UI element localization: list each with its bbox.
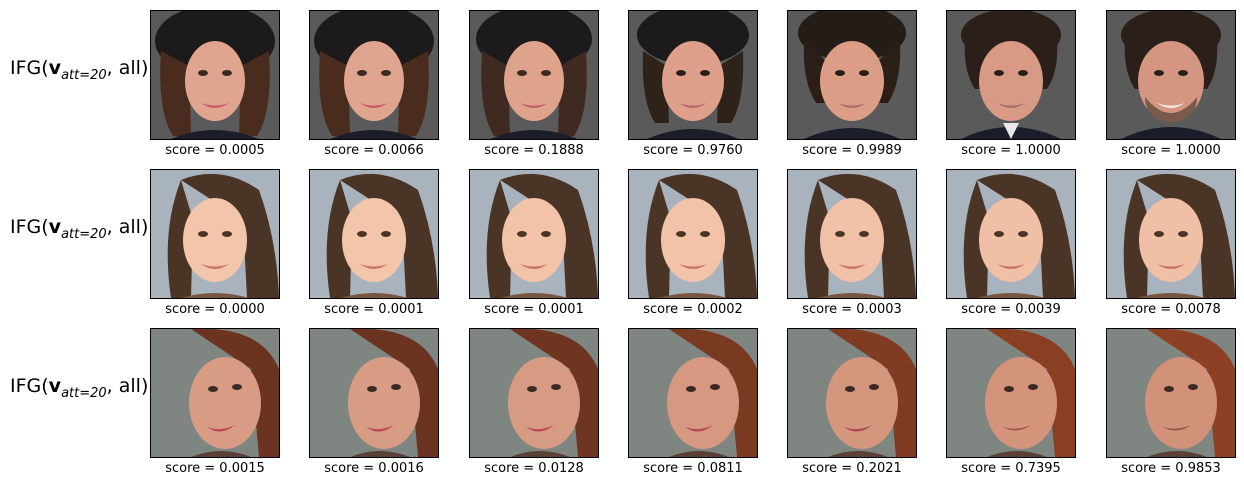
image-row-1: IFG(vatt=20, all) score = 0.0005 score =… xyxy=(0,10,1244,160)
image-cell: score = 0.0016 xyxy=(309,328,439,478)
face-image xyxy=(309,169,439,299)
face-image xyxy=(628,169,758,299)
image-cell: score = 0.0000 xyxy=(150,169,280,319)
score-label: score = 0.0003 xyxy=(802,302,902,317)
face-image xyxy=(150,328,280,458)
face-image xyxy=(1106,328,1236,458)
face-image xyxy=(469,169,599,299)
face-image xyxy=(1106,169,1236,299)
face-image xyxy=(946,328,1076,458)
image-cell: score = 0.0001 xyxy=(309,169,439,319)
image-cell: score = 0.0005 xyxy=(150,10,280,160)
image-cell: score = 0.0128 xyxy=(469,328,599,478)
score-label: score = 0.0039 xyxy=(961,302,1061,317)
image-cell: score = 0.0066 xyxy=(309,10,439,160)
face-image xyxy=(469,328,599,458)
image-cell: score = 0.0811 xyxy=(628,328,758,478)
score-label: score = 0.0016 xyxy=(324,461,424,476)
face-image xyxy=(946,10,1076,140)
score-label: score = 0.9853 xyxy=(1121,461,1221,476)
face-image xyxy=(628,10,758,140)
score-label: score = 0.0002 xyxy=(643,302,743,317)
face-image xyxy=(309,10,439,140)
face-image xyxy=(309,328,439,458)
score-label: score = 0.0000 xyxy=(165,302,265,317)
face-image xyxy=(1106,10,1236,140)
image-cell: score = 0.2021 xyxy=(787,328,917,478)
score-label: score = 0.0811 xyxy=(643,461,743,476)
image-row-3: IFG(vatt=20, all) score = 0.0015 score =… xyxy=(0,328,1244,478)
score-label: score = 0.9989 xyxy=(802,143,902,158)
face-image xyxy=(150,10,280,140)
image-cell: score = 0.0015 xyxy=(150,328,280,478)
image-cell: score = 0.9760 xyxy=(628,10,758,160)
image-row-2: IFG(vatt=20, all) score = 0.0000 score =… xyxy=(0,169,1244,319)
face-image xyxy=(787,10,917,140)
face-image xyxy=(628,328,758,458)
score-label: score = 0.2021 xyxy=(802,461,902,476)
score-label: score = 0.1888 xyxy=(484,143,584,158)
score-label: score = 0.9760 xyxy=(643,143,743,158)
row-label: IFG(vatt=20, all) xyxy=(10,216,149,242)
row-label: IFG(vatt=20, all) xyxy=(10,375,149,401)
score-label: score = 1.0000 xyxy=(1121,143,1221,158)
face-image xyxy=(787,328,917,458)
score-label: score = 0.0078 xyxy=(1121,302,1221,317)
score-label: score = 0.0005 xyxy=(165,143,265,158)
score-label: score = 0.0066 xyxy=(324,143,424,158)
image-cell: score = 0.0001 xyxy=(469,169,599,319)
image-cell: score = 1.0000 xyxy=(946,10,1076,160)
image-cell: score = 0.9989 xyxy=(787,10,917,160)
image-cell: score = 1.0000 xyxy=(1106,10,1236,160)
score-label: score = 0.0001 xyxy=(484,302,584,317)
image-cell: score = 0.0002 xyxy=(628,169,758,319)
score-label: score = 1.0000 xyxy=(961,143,1061,158)
score-label: score = 0.0015 xyxy=(165,461,265,476)
image-cell: score = 0.0003 xyxy=(787,169,917,319)
face-image xyxy=(787,169,917,299)
image-cell: score = 0.1888 xyxy=(469,10,599,160)
row-label: IFG(vatt=20, all) xyxy=(10,57,149,83)
face-image xyxy=(946,169,1076,299)
image-cell: score = 0.7395 xyxy=(946,328,1076,478)
score-label: score = 0.0001 xyxy=(324,302,424,317)
face-image xyxy=(150,169,280,299)
face-image xyxy=(469,10,599,140)
image-cell: score = 0.0078 xyxy=(1106,169,1236,319)
score-label: score = 0.0128 xyxy=(484,461,584,476)
image-cell: score = 0.0039 xyxy=(946,169,1076,319)
image-cell: score = 0.9853 xyxy=(1106,328,1236,478)
score-label: score = 0.7395 xyxy=(961,461,1061,476)
